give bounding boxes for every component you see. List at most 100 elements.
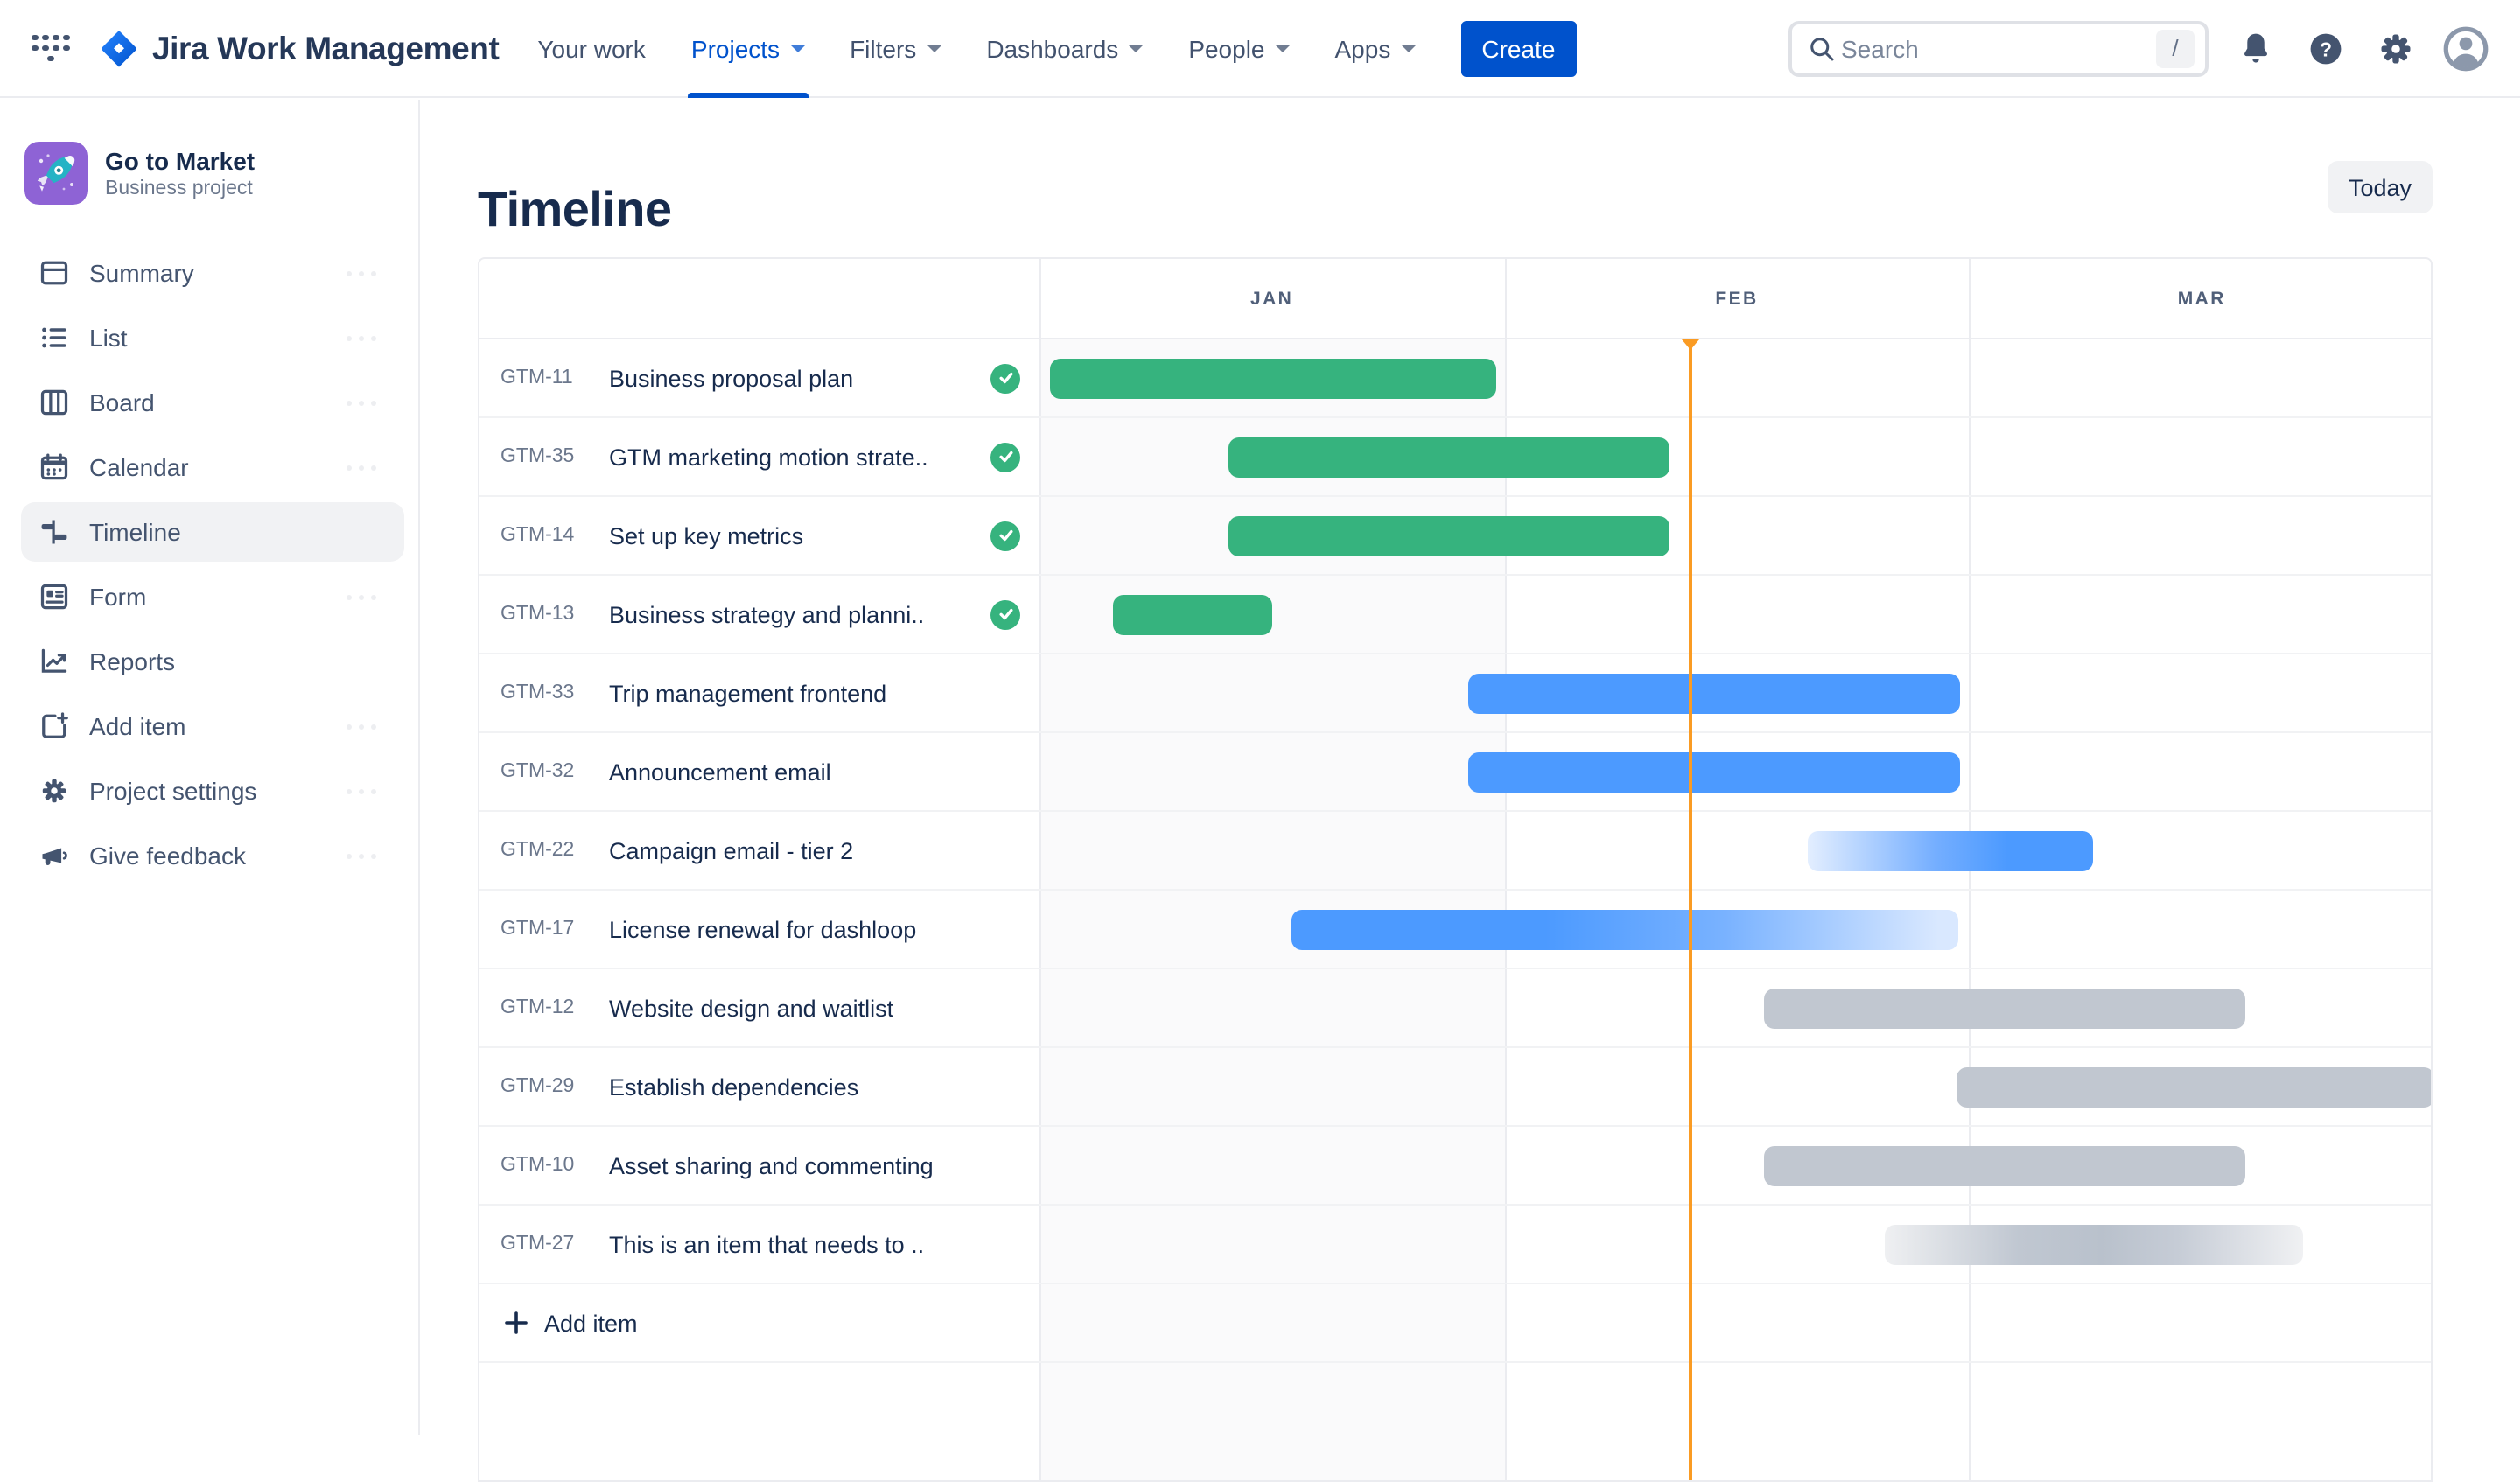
nav-item-your-work[interactable]: Your work (537, 34, 646, 62)
project-type: Business project (105, 178, 253, 200)
gantt-bar[interactable] (1228, 437, 1670, 477)
search-input[interactable] (1838, 32, 2156, 64)
table-row[interactable]: GTM-35 GTM marketing motion strate.. (480, 418, 2431, 497)
project-header[interactable]: Go to Market Business project (0, 100, 418, 205)
gantt-bar[interactable] (1467, 673, 1960, 713)
form-icon (40, 584, 68, 610)
gantt-bar[interactable] (1113, 594, 1273, 634)
notifications-bell-icon[interactable] (2233, 25, 2278, 71)
issue-cell[interactable]: GTM-32 Announcement email (480, 733, 1040, 810)
app-switcher-icon[interactable] (32, 27, 70, 69)
gantt-bar[interactable] (1764, 988, 2245, 1028)
table-row[interactable]: GTM-14 Set up key metrics (480, 497, 2431, 576)
summary-icon (40, 261, 68, 285)
more-options-dots-icon (346, 335, 376, 340)
header-name-column-spacer (480, 259, 1040, 338)
create-button[interactable]: Create (1460, 20, 1577, 76)
issue-key: GTM-11 (500, 367, 573, 388)
issue-name[interactable]: License renewal for dashloop (609, 916, 917, 942)
gantt-bar[interactable] (1764, 1145, 2245, 1185)
table-row[interactable]: GTM-10 Asset sharing and commenting (480, 1127, 2431, 1206)
nav-item-projects[interactable]: Projects (687, 0, 808, 97)
issue-name[interactable]: Set up key metrics (609, 522, 804, 549)
nav-item-people[interactable]: People (1188, 0, 1290, 97)
project-name: Go to Market (105, 146, 256, 175)
gantt-cell (1040, 497, 2431, 574)
add-item-icon (42, 712, 68, 738)
issue-cell[interactable]: GTM-12 Website design and waitlist (480, 969, 1040, 1046)
issue-cell[interactable]: GTM-27 This is an item that needs to .. (480, 1206, 1040, 1283)
sidebar-item-reports[interactable]: Reports (21, 632, 404, 691)
table-row[interactable]: GTM-11 Business proposal plan (480, 339, 2431, 418)
gantt-bar[interactable] (1228, 515, 1670, 556)
table-row[interactable]: GTM-12 Website design and waitlist (480, 969, 2431, 1048)
table-row[interactable]: GTM-27 This is an item that needs to .. (480, 1206, 2431, 1284)
issue-cell[interactable]: GTM-10 Asset sharing and commenting (480, 1127, 1040, 1204)
main-content: Timeline Today JAN FEB MAR GTM-11 Busines… (422, 100, 2520, 1482)
month-header-jan: JAN (1250, 288, 1294, 309)
issue-key: GTM-33 (500, 682, 575, 703)
rocket-icon (24, 142, 88, 205)
issue-name[interactable]: Business strategy and planni.. (609, 601, 925, 627)
issue-cell[interactable]: GTM-33 Trip management frontend (480, 654, 1040, 731)
reports-icon (41, 648, 67, 673)
gantt-cell (1040, 576, 2431, 653)
gantt-bar[interactable] (1956, 1066, 2431, 1107)
issue-name[interactable]: Business proposal plan (609, 365, 854, 391)
table-row[interactable]: GTM-17 License renewal for dashloop (480, 891, 2431, 969)
sidebar-item-project-settings[interactable]: Project settings (21, 761, 404, 821)
issue-cell[interactable]: GTM-17 License renewal for dashloop (480, 891, 1040, 968)
sidebar-item-board[interactable]: Board (21, 373, 404, 432)
issue-name[interactable]: GTM marketing motion strate.. (609, 444, 928, 470)
sidebar-item-timeline[interactable]: Timeline (21, 502, 404, 562)
issue-name[interactable]: Website design and waitlist (609, 995, 894, 1021)
issue-name[interactable]: Announcement email (609, 758, 831, 785)
add-item-row[interactable]: Add item (480, 1284, 2431, 1363)
primary-nav-menu: Your work Projects Filters Dashboards Pe… (537, 0, 1416, 97)
svg-text:?: ? (2320, 37, 2332, 59)
help-icon[interactable]: ? (2303, 25, 2348, 71)
sidebar-item-give-feedback[interactable]: Give feedback (21, 826, 404, 885)
user-avatar[interactable] (2443, 25, 2488, 71)
table-row[interactable]: GTM-22 Campaign email - tier 2 (480, 812, 2431, 891)
gantt-bar[interactable] (1808, 830, 2093, 870)
table-row[interactable]: GTM-29 Establish dependencies (480, 1048, 2431, 1127)
gantt-bar[interactable] (1291, 909, 1959, 949)
issue-cell[interactable]: GTM-22 Campaign email - tier 2 (480, 812, 1040, 889)
gantt-bar[interactable] (1050, 358, 1496, 398)
nav-item-apps[interactable]: Apps (1335, 0, 1416, 97)
issue-name[interactable]: Trip management frontend (609, 680, 887, 706)
today-button[interactable]: Today (2327, 161, 2432, 213)
gantt-cell (1040, 1127, 2431, 1204)
issue-cell[interactable]: GTM-14 Set up key metrics (480, 497, 1040, 574)
search-shortcut-key: / (2156, 29, 2194, 67)
table-row[interactable]: GTM-13 Business strategy and planni.. (480, 576, 2431, 654)
gantt-cell (1040, 733, 2431, 810)
sidebar-item-list[interactable]: List (21, 308, 404, 367)
sidebar-item-calendar[interactable]: Calendar (21, 437, 404, 497)
settings-gear-icon[interactable] (2373, 25, 2418, 71)
issue-name[interactable]: Establish dependencies (609, 1073, 859, 1100)
sidebar-item-form[interactable]: Form (21, 567, 404, 626)
gantt-bar[interactable] (1885, 1224, 2304, 1264)
table-row[interactable]: GTM-32 Announcement email (480, 733, 2431, 812)
active-tab-underline (687, 92, 808, 97)
issue-cell[interactable]: GTM-29 Establish dependencies (480, 1048, 1040, 1125)
more-options-dots-icon (346, 853, 376, 858)
table-row[interactable]: GTM-33 Trip management frontend (480, 654, 2431, 733)
issue-key: GTM-27 (500, 1234, 575, 1255)
nav-item-filters[interactable]: Filters (850, 0, 942, 97)
sidebar-item-summary[interactable]: Summary (21, 243, 404, 303)
nav-item-dashboards[interactable]: Dashboards (986, 0, 1144, 97)
gantt-bar[interactable] (1467, 751, 1960, 792)
issue-cell[interactable]: GTM-13 Business strategy and planni.. (480, 576, 1040, 653)
jira-logo[interactable]: Jira Work Management (98, 27, 500, 69)
sidebar-item-add-item[interactable]: Add item (21, 696, 404, 756)
issue-name[interactable]: Asset sharing and commenting (609, 1152, 934, 1178)
issue-name[interactable]: This is an item that needs to .. (609, 1231, 925, 1257)
issue-cell[interactable]: GTM-11 Business proposal plan (480, 339, 1040, 416)
issue-name[interactable]: Campaign email - tier 2 (609, 837, 854, 863)
global-search[interactable]: / (1788, 20, 2208, 76)
more-options-dots-icon (346, 788, 376, 793)
issue-cell[interactable]: GTM-35 GTM marketing motion strate.. (480, 418, 1040, 495)
